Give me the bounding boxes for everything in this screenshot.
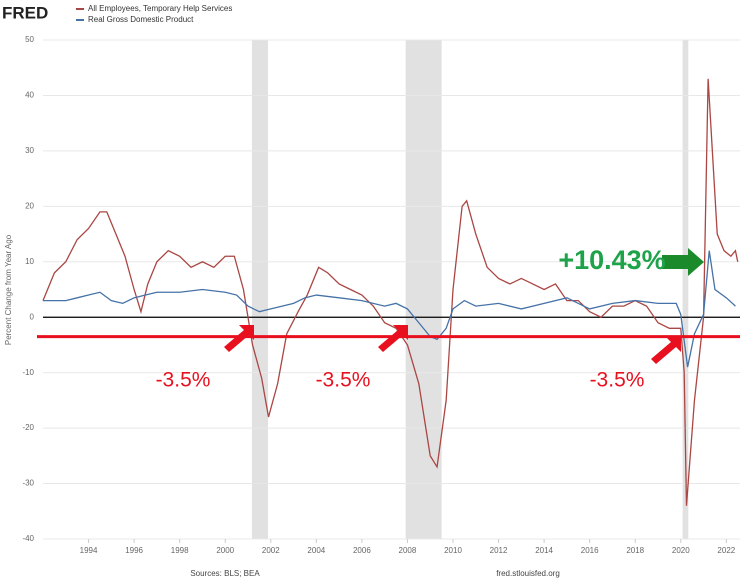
y-tick-label: 0 bbox=[30, 312, 35, 321]
x-tick-label: 2006 bbox=[353, 546, 371, 555]
x-tick-label: 1996 bbox=[125, 546, 143, 555]
x-tick-label: 2004 bbox=[307, 546, 325, 555]
annotation: -3.5% bbox=[590, 369, 645, 392]
x-tick-label: 2012 bbox=[490, 546, 508, 555]
recession-band bbox=[682, 40, 689, 539]
y-tick-label: 20 bbox=[25, 201, 34, 210]
series-line bbox=[42, 78, 739, 506]
y-tick-label: -40 bbox=[22, 534, 34, 543]
x-tick-label: 2010 bbox=[444, 546, 462, 555]
plot-area: -40 -30 -20 -10 0 10 20 30 40 50 1994 1996 1998 2000 2… bbox=[22, 35, 740, 555]
x-tick-label: 2002 bbox=[262, 546, 280, 555]
x-tick-label: 2014 bbox=[535, 546, 553, 555]
x-tick-label: 2000 bbox=[216, 546, 234, 555]
y-tick-label: 10 bbox=[25, 257, 34, 266]
logo: FRED bbox=[2, 3, 48, 22]
x-tick-label: 1998 bbox=[171, 546, 189, 555]
y-tick-label: 30 bbox=[25, 146, 34, 155]
y-tick-label: 40 bbox=[25, 91, 34, 100]
legend-label: All Employees, Temporary Help Services bbox=[88, 4, 232, 13]
annotation: -3.5% bbox=[316, 369, 371, 392]
red-arrow bbox=[224, 325, 254, 356]
legend-label: Real Gross Domestic Product bbox=[88, 15, 194, 24]
red-arrow bbox=[651, 337, 681, 368]
recession-band bbox=[405, 40, 442, 539]
green-arrow bbox=[662, 248, 704, 276]
arrows bbox=[224, 248, 704, 368]
x-tick-label: 2022 bbox=[717, 546, 735, 555]
y-tick-label: -10 bbox=[22, 368, 34, 377]
x-tick-label: 2016 bbox=[581, 546, 599, 555]
x-tick-label: 2008 bbox=[399, 546, 417, 555]
y-tick-label: 50 bbox=[25, 35, 34, 44]
annotation: -3.5% bbox=[156, 369, 211, 392]
y-tick-label: -20 bbox=[22, 423, 34, 432]
recession-band bbox=[251, 40, 269, 539]
x-tick-label: 1994 bbox=[80, 546, 98, 555]
y-axis-label: Percent Change from Year Ago bbox=[4, 234, 13, 345]
x-tick-label: 2018 bbox=[626, 546, 644, 555]
x-tick-label: 2020 bbox=[672, 546, 690, 555]
red-arrow bbox=[378, 325, 408, 356]
y-tick-label: -30 bbox=[22, 479, 34, 488]
annotation: +10.43% bbox=[558, 245, 665, 275]
site: fred.stlouisfed.org bbox=[496, 569, 560, 578]
series-line bbox=[43, 250, 736, 368]
source: Sources: BLS; BEA bbox=[190, 569, 260, 578]
